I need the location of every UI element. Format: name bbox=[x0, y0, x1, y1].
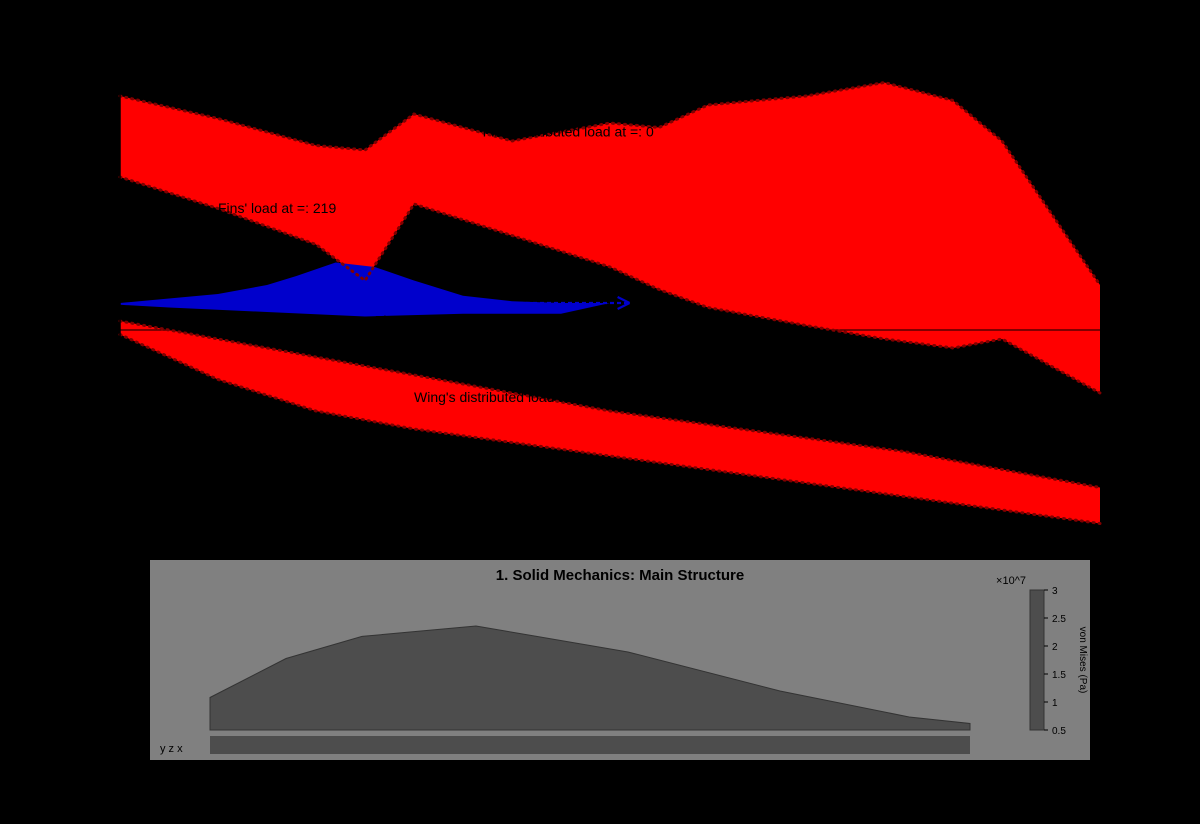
colorbar-title: von Mises (Pa) bbox=[1077, 627, 1088, 694]
chart-container: 0.00.20.40.60.81.0 −3−2−10123 =: Choi's … bbox=[0, 0, 1200, 824]
annotation-lower: Wing's distributed load at =: 0 bbox=[414, 389, 598, 405]
chart-svg: 0.00.20.40.60.81.0 −3−2−10123 =: Choi's … bbox=[0, 0, 1200, 824]
y-tick-label: −3 bbox=[92, 592, 108, 608]
annotation-left: Fins' load at =: 219 bbox=[218, 200, 336, 216]
y-tick-label: −2 bbox=[92, 502, 108, 518]
colorbar-tick: 2 bbox=[1052, 642, 1058, 653]
colorbar-exponent: ×10^7 bbox=[996, 575, 1026, 587]
y-tick-label: 2 bbox=[100, 142, 108, 158]
y-tick-label: 0 bbox=[100, 322, 108, 338]
colorbar-tick: 3 bbox=[1052, 586, 1058, 597]
y-tick-label: 1 bbox=[100, 232, 108, 248]
inset-axes-caption: y z x bbox=[160, 743, 183, 755]
inset-bar bbox=[210, 736, 970, 754]
colorbar-tick: 2.5 bbox=[1052, 614, 1066, 625]
y-axis-label: D_out forces (× 10^4) N/m bbox=[47, 236, 64, 424]
colorbar-tick: 1 bbox=[1052, 698, 1058, 709]
x-tick-label: 0.0 bbox=[110, 609, 130, 625]
inset-panel: 1. Solid Mechanics: Main Structure y z x… bbox=[150, 560, 1090, 760]
annotation-mid: Fins' load at =: 218 bbox=[375, 313, 493, 329]
y-tick-label: −1 bbox=[92, 412, 108, 428]
inset-title: 1. Solid Mechanics: Main Structure bbox=[496, 567, 744, 584]
annotation-upper: Fins' distributed load at =: 0 bbox=[483, 124, 654, 140]
colorbar-tick: 0.5 bbox=[1052, 726, 1066, 737]
y-tick-label: 3 bbox=[100, 52, 108, 68]
x-tick-label: 1.0 bbox=[1090, 609, 1110, 625]
colorbar-tick: 1.5 bbox=[1052, 670, 1066, 681]
